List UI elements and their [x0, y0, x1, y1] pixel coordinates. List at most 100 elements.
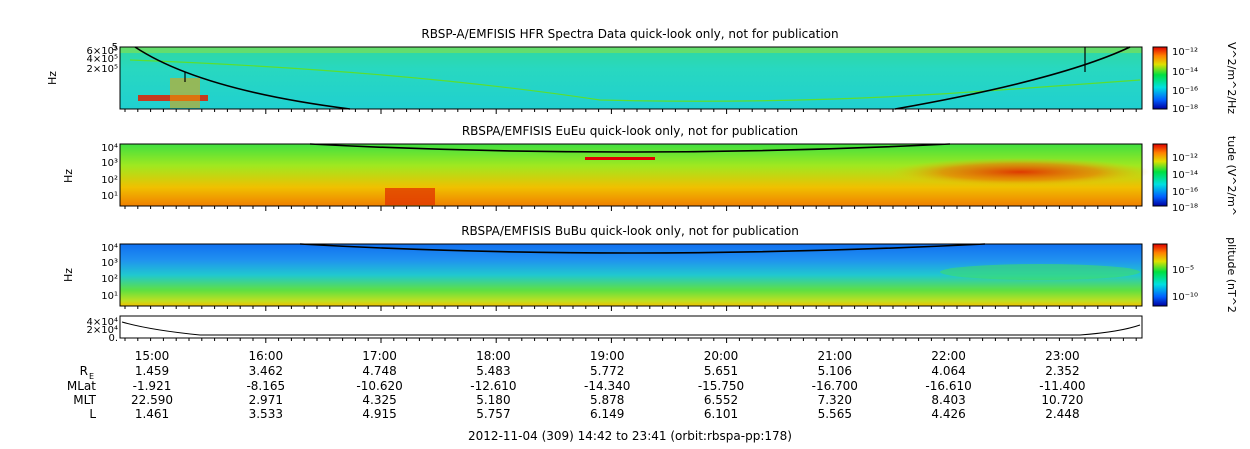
ephemeris-value: -8.165	[246, 379, 285, 393]
ephemeris-value: 5.651	[704, 364, 738, 378]
hfr-colorbar	[1152, 46, 1168, 110]
footer-time-range: 2012-11-04 (309) 14:42 to 23:41 (orbit:r…	[468, 429, 792, 443]
bubu-title: RBSPA/EMFISIS BuBu quick-look only, not …	[461, 224, 799, 238]
bmag-ytick-2: 0.	[108, 333, 118, 344]
ephemeris-value: -15.750	[698, 379, 744, 393]
hfr-ytick-top: 5	[112, 42, 118, 53]
ephemeris-value: 1.459	[135, 364, 169, 378]
time-axis: 15:00 16:00 17:00 18:00 19:00 20:00 21:00 22:00…	[135, 349, 1080, 363]
eueu-cbar-tick-2: 10⁻¹⁶	[1172, 187, 1198, 198]
eueu-panel: RBSPA/EMFISIS EuEu quick-look only, not …	[62, 124, 1238, 216]
hfr-panel: RBSP-A/EMFISIS HFR Spectra Data quick-lo…	[46, 27, 1238, 115]
ephemeris-value: 6.552	[704, 393, 738, 407]
eueu-cbar-tick-1: 10⁻¹⁴	[1172, 170, 1198, 181]
ephemeris-value: 1.461	[135, 407, 169, 421]
eueu-ytick-0: 10⁴	[101, 143, 118, 154]
ephemeris-value: 7.320	[818, 393, 852, 407]
hfr-orange-emission	[170, 78, 200, 108]
bmag-curve	[121, 321, 1141, 336]
eueu-ytick-2: 10²	[101, 175, 118, 186]
ephemeris-row-label: MLat	[67, 379, 96, 393]
bubu-ytick-1: 10³	[101, 258, 118, 269]
ephemeris-value: 8.403	[931, 393, 965, 407]
ephemeris-value: 5.483	[476, 364, 510, 378]
hfr-spectrogram	[120, 47, 1142, 109]
eueu-ytick-1: 10³	[101, 158, 118, 169]
eueu-cbar-tick-0: 10⁻¹²	[1172, 153, 1198, 164]
ephemeris-row-label: L	[89, 407, 96, 421]
eueu-colorbar	[1152, 143, 1168, 207]
hfr-plasma-line	[129, 59, 1141, 102]
time-tick-label: 21:00	[818, 349, 853, 363]
ephemeris-value: 4.748	[362, 364, 396, 378]
hfr-ytick-2: 2×10⁵	[87, 64, 118, 75]
ephemeris-value: 4.915	[362, 407, 396, 421]
hfr-ytick-0: 6×10⁵	[87, 46, 118, 57]
ephemeris-row-label: MLT	[73, 393, 96, 407]
ephemeris-value: 2.971	[249, 393, 283, 407]
bubu-ytick-0: 10⁴	[101, 243, 118, 254]
ephemeris-value: -16.700	[812, 379, 858, 393]
ephemeris-value: -14.340	[584, 379, 630, 393]
bmag-ytick-1: 2×10⁴	[87, 325, 118, 336]
hfr-cbar-tick-0: 10⁻¹²	[1172, 47, 1198, 58]
bmag-plot-area	[119, 315, 1143, 339]
ephemeris-value: 4.325	[362, 393, 396, 407]
ephemeris-value: 5.180	[476, 393, 510, 407]
time-tick-marks	[124, 109, 1137, 343]
eueu-red-band	[585, 157, 655, 160]
eueu-red-hiss	[890, 158, 1150, 186]
ephemeris-table: R E 1.459 3.462 4.748 5.483 5.772 5.651 5.106 4.0…	[67, 364, 1086, 421]
hfr-overlay-curve	[134, 46, 1131, 110]
hfr-cbar-tick-2: 10⁻¹⁶	[1172, 86, 1198, 97]
ephemeris-value: 6.149	[590, 407, 624, 421]
eueu-cbar-label: tude (V^2/m^	[1225, 136, 1238, 216]
eueu-title: RBSPA/EMFISIS EuEu quick-look only, not …	[462, 124, 798, 138]
time-tick-label: 23:00	[1045, 349, 1080, 363]
bubu-panel: RBSPA/EMFISIS BuBu quick-look only, not …	[62, 224, 1238, 313]
hfr-ytick-1: 4×10⁵	[87, 54, 118, 65]
time-tick-label: 22:00	[931, 349, 966, 363]
ephemeris-value: 3.462	[249, 364, 283, 378]
time-tick-label: 20:00	[704, 349, 739, 363]
ephemeris-value: 4.426	[931, 407, 965, 421]
ephemeris-value: 6.101	[704, 407, 738, 421]
ephemeris-value: -10.620	[356, 379, 402, 393]
hfr-top-band	[120, 47, 1142, 53]
bubu-colorbar	[1152, 243, 1168, 307]
eueu-frame	[119, 143, 1143, 207]
bubu-ylabel: Hz	[62, 268, 75, 282]
ephemeris-value: -11.400	[1039, 379, 1085, 393]
hfr-ylabel: Hz	[46, 71, 59, 85]
ephemeris-value: -16.610	[925, 379, 971, 393]
eueu-ytick-3: 10¹	[101, 191, 118, 202]
ephemeris-value: 2.352	[1045, 364, 1079, 378]
bmag-panel: 4×10⁴ 2×10⁴ 0.	[87, 315, 1143, 344]
time-tick-label: 15:00	[135, 349, 170, 363]
ephemeris-value: 5.106	[818, 364, 852, 378]
ephemeris-value: 10.720	[1041, 393, 1083, 407]
ephemeris-row-label: R	[80, 364, 88, 378]
bubu-cbar-tick-0: 10⁻⁵	[1172, 265, 1194, 276]
hfr-cbar-label: V^2/m^2/Hz	[1225, 42, 1238, 114]
time-tick-label: 19:00	[590, 349, 625, 363]
bubu-ytick-3: 10¹	[101, 291, 118, 302]
ephemeris-value: 5.772	[590, 364, 624, 378]
ephemeris-value: 5.878	[590, 393, 624, 407]
ephemeris-value: 4.064	[931, 364, 965, 378]
hfr-frame	[119, 46, 1143, 110]
eueu-lowfreq-burst	[385, 188, 435, 205]
bubu-cbar-tick-1: 10⁻¹⁰	[1172, 292, 1198, 303]
ephemeris-value: 3.533	[249, 407, 283, 421]
eueu-ylabel: Hz	[62, 169, 75, 183]
bubu-chorus-patch	[940, 264, 1140, 280]
time-tick-label: 17:00	[362, 349, 397, 363]
ephemeris-row-label-subscript: E	[89, 372, 94, 381]
hfr-cbar-tick-1: 10⁻¹⁴	[1172, 67, 1198, 78]
ephemeris-value: -1.921	[133, 379, 172, 393]
bubu-frame	[119, 243, 1143, 307]
ephemeris-value: 5.757	[476, 407, 510, 421]
bubu-overlay-curve	[299, 243, 986, 254]
time-tick-label: 18:00	[476, 349, 511, 363]
